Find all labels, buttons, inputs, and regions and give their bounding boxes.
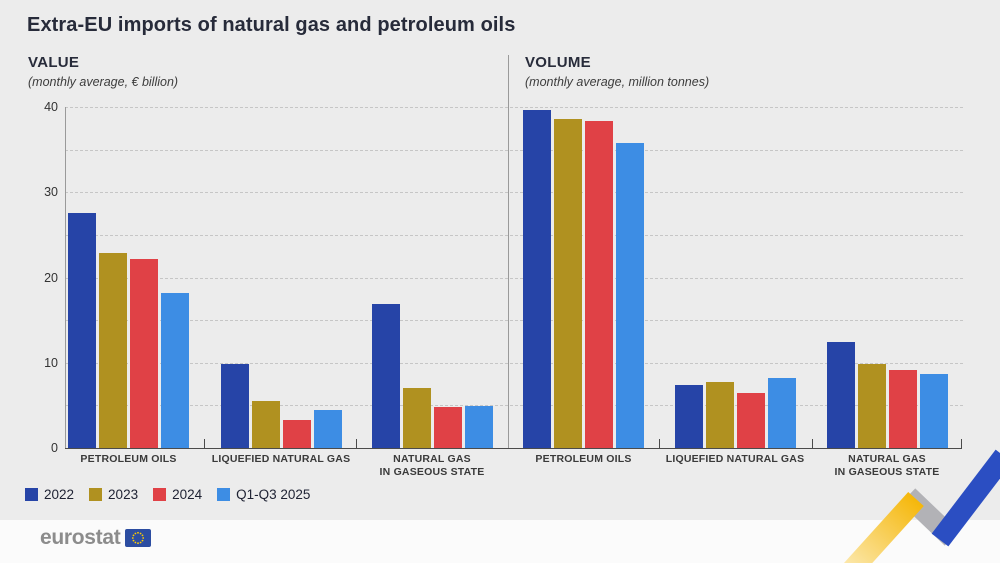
- arrow-yellow-segment: [843, 491, 924, 563]
- legend-label: Q1-Q3 2025: [236, 487, 311, 502]
- eu-flag-star: [134, 541, 137, 543]
- category-label: NATURAL GAS IN GASEOUS STATE: [379, 453, 485, 479]
- value-panel-subtitle: (monthly average, € billion): [28, 75, 179, 89]
- bar-2022: [523, 109, 551, 448]
- eu-flag-star: [132, 536, 135, 539]
- legend-label: 2024: [172, 487, 203, 502]
- bar-2023: [554, 118, 582, 448]
- gridline: [65, 277, 963, 279]
- eu-flag-star: [133, 539, 135, 541]
- bar-q1-q3-2025: [161, 292, 189, 448]
- gridline: [65, 192, 963, 194]
- bar-2022: [371, 303, 400, 448]
- category-label: NATURAL GAS IN GASEOUS STATE: [834, 453, 940, 479]
- bar-q1-q3-2025: [313, 409, 342, 448]
- gridline: [65, 149, 963, 151]
- eu-flag-star: [133, 534, 135, 536]
- gridline: [65, 234, 963, 236]
- statistics-arrow-decoration: [843, 449, 1000, 563]
- legend-item: 2022: [25, 487, 74, 502]
- eu-flag-star: [142, 534, 144, 536]
- volume-panel-subtitle: (monthly average, million tonnes): [525, 75, 710, 89]
- bar-2023: [402, 388, 431, 448]
- bar-2024: [736, 392, 765, 448]
- bar-q1-q3-2025: [767, 378, 796, 448]
- x-axis-tick: [204, 439, 205, 449]
- panel-divider-line: [508, 55, 509, 448]
- category-label: PETROLEUM OILS: [80, 453, 177, 465]
- volume-panel-heading: VOLUME: [525, 54, 591, 71]
- bar-q1-q3-2025: [616, 142, 644, 448]
- arrow-blue-segment: [931, 449, 1000, 547]
- legend-swatch-icon: [25, 488, 38, 501]
- bar-2024: [282, 419, 311, 448]
- bar-2022: [68, 212, 96, 448]
- legend-label: 2022: [44, 487, 75, 502]
- eu-flag-star: [137, 541, 140, 544]
- value-panel-heading: VALUE: [28, 54, 80, 71]
- y-axis-label: 10: [44, 355, 58, 370]
- gridline: [65, 405, 963, 407]
- gridline: [65, 107, 963, 108]
- eu-flag-star: [137, 531, 140, 534]
- x-axis-tick: [812, 439, 813, 449]
- eu-flag-star: [140, 532, 142, 534]
- legend-item: Q1-Q3 2025: [217, 487, 310, 502]
- category-label: PETROLEUM OILS: [535, 453, 632, 465]
- bar-2024: [585, 121, 613, 448]
- legend-item: 2024: [153, 487, 202, 502]
- x-axis-tick: [659, 439, 660, 449]
- eurostat-logo: eurostat: [40, 526, 152, 549]
- eu-flag-star: [142, 539, 144, 541]
- bar-2024: [433, 407, 462, 448]
- y-axis-label: 0: [51, 441, 58, 455]
- bar-2022: [220, 364, 249, 448]
- bar-q1-q3-2025: [464, 406, 493, 448]
- legend: 2022 2023 2024 Q1-Q3 2025: [25, 487, 310, 502]
- bar-2024: [130, 258, 158, 448]
- y-axis-label: 30: [44, 185, 58, 200]
- gridline: [65, 320, 963, 322]
- footer-strip: [0, 520, 1000, 563]
- eu-flag-icon: [125, 528, 152, 547]
- eu-flag-star: [140, 541, 142, 543]
- bar-2023: [99, 252, 127, 448]
- legend-item: 2023: [89, 487, 138, 502]
- bar-q1-q3-2025: [919, 373, 948, 448]
- y-axis-line: [65, 107, 66, 448]
- category-label: LIQUEFIED NATURAL GAS: [211, 453, 351, 465]
- legend-swatch-icon: [217, 488, 231, 501]
- legend-label: 2023: [108, 487, 139, 502]
- legend-swatch-icon: [153, 488, 167, 501]
- bar-2024: [888, 370, 917, 448]
- bar-2022: [674, 384, 703, 448]
- page-title: Extra-EU imports of natural gas and petr…: [27, 14, 516, 36]
- category-label: LIQUEFIED NATURAL GAS: [665, 453, 805, 465]
- eurostat-wordmark: eurostat: [40, 526, 121, 549]
- x-axis-tick: [356, 439, 357, 449]
- bar-2023: [251, 401, 280, 448]
- eu-flag-star: [142, 536, 145, 539]
- eu-flag-star: [134, 532, 137, 534]
- gridline: [65, 362, 963, 364]
- bar-2023: [857, 364, 886, 448]
- legend-swatch-icon: [89, 488, 103, 501]
- x-axis-baseline: [508, 448, 961, 449]
- y-axis-label: 40: [44, 100, 58, 114]
- y-axis-label: 20: [44, 270, 58, 285]
- x-axis-tick: [961, 439, 962, 449]
- bar-2022: [826, 342, 855, 448]
- bar-2023: [705, 382, 734, 448]
- x-axis-baseline: [65, 448, 508, 449]
